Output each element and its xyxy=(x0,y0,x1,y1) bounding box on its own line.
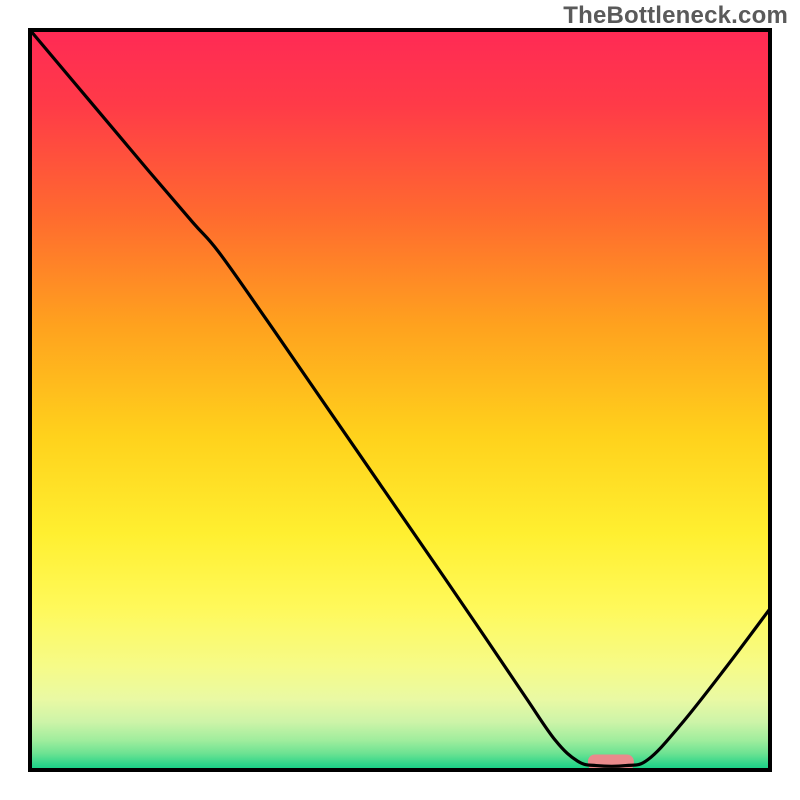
watermark-text: TheBottleneck.com xyxy=(563,2,788,30)
gradient-background xyxy=(30,30,770,770)
chart-frame: TheBottleneck.com xyxy=(0,0,800,800)
bottleneck-chart xyxy=(0,0,800,800)
